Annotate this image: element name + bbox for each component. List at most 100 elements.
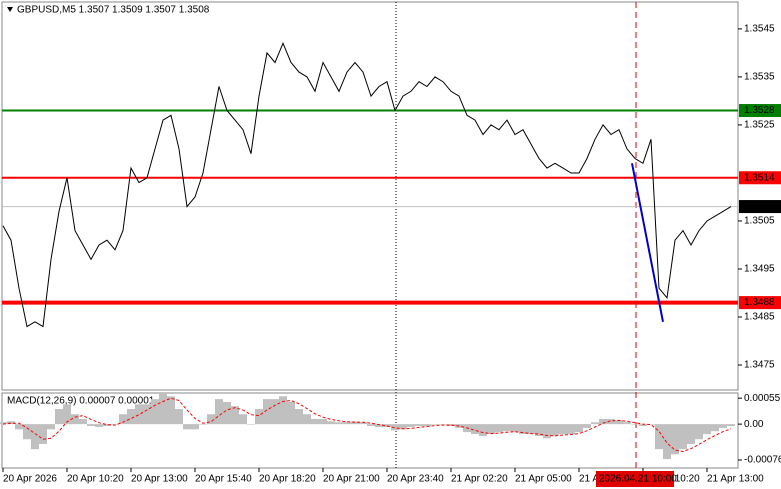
histogram-bar (39, 424, 47, 444)
x-tick-label: 20 Apr 21:00 (323, 474, 380, 485)
histogram-bar (31, 424, 39, 450)
histogram-bar (503, 424, 511, 432)
histogram-bar (519, 424, 527, 435)
y-tick-label: 1.3505 (744, 216, 775, 227)
x-tick-label: 21 Apr 02:20 (451, 474, 508, 485)
histogram-bar (511, 424, 519, 433)
histogram-bar (335, 422, 343, 425)
y-tick-label: 1.3545 (744, 24, 775, 35)
level-label-box (739, 171, 781, 185)
level-label-box (739, 296, 781, 310)
menu-triangle (7, 7, 13, 12)
histogram-bar (63, 404, 71, 425)
histogram-bar (0, 422, 7, 425)
histogram-bar (183, 424, 191, 430)
x-tick-label: 21 Apr 13:00 (707, 474, 764, 485)
histogram-bar (175, 409, 183, 425)
histogram-bar (407, 424, 415, 427)
cursor-label-box (596, 471, 674, 487)
histogram-bar (487, 424, 495, 435)
histogram-bar (343, 422, 351, 425)
histogram-bar (447, 424, 455, 427)
histogram-bar (359, 422, 367, 425)
x-tick-label: 20 Apr 23:40 (387, 474, 444, 485)
histogram-bar (135, 404, 143, 425)
histogram-bar (95, 424, 103, 427)
histogram-bar (71, 414, 79, 425)
x-tick-label: 20 Apr 18:20 (259, 474, 316, 485)
signal-line (2, 397, 732, 453)
histogram-bar (471, 424, 479, 435)
histogram-bar (119, 414, 127, 425)
histogram-bar (583, 424, 591, 428)
histogram-bar (663, 424, 671, 460)
histogram-bar (351, 421, 359, 425)
histogram-bar (79, 418, 87, 425)
histogram-bar (319, 418, 327, 425)
level-label: 1.3488 (744, 297, 775, 308)
histogram-bar (207, 414, 215, 425)
histogram-bar (223, 401, 231, 425)
histogram-bar (599, 418, 607, 425)
histogram-bar (695, 424, 703, 440)
last-price-box (739, 200, 781, 214)
histogram-bar (303, 414, 311, 425)
histogram-bar (543, 424, 551, 439)
histogram-bar (23, 424, 31, 440)
histogram-bar (167, 396, 175, 425)
histogram-bar (703, 424, 711, 435)
histogram-bar (215, 399, 223, 425)
x-tick-label: 20 Apr 10:20 (67, 474, 124, 485)
histogram-bar (87, 424, 95, 427)
histogram-bar (559, 424, 567, 435)
histogram-bar (143, 404, 151, 425)
histogram-bar (287, 401, 295, 425)
histogram-bar (719, 424, 727, 428)
histogram-bar (567, 424, 575, 435)
histogram-bar (127, 409, 135, 425)
price-panel (1, 1, 739, 391)
histogram-bar (191, 424, 199, 430)
histogram-bar (551, 424, 559, 436)
histogram-bar (423, 424, 431, 427)
histogram-bar (255, 409, 263, 425)
x-tick-label: 20 Apr 13:00 (131, 474, 188, 485)
histogram-bar (15, 424, 23, 430)
histogram-bar (687, 424, 695, 444)
y-tick-label: 0.00055 (744, 393, 781, 404)
histogram-bar (439, 424, 447, 425)
histogram-bar (263, 399, 271, 425)
histogram-bar (655, 424, 663, 450)
last-price-label: 1.3508 (744, 201, 775, 212)
histogram-bar (247, 424, 255, 425)
cursor-label: 2026.04.21 10:00 (599, 474, 677, 485)
y-tick-label: 0.00 (744, 419, 764, 430)
histogram-bar (375, 424, 383, 427)
histogram-bar (615, 420, 623, 425)
histogram-bar (7, 421, 15, 425)
histogram-bar (727, 424, 735, 427)
histogram-bar (623, 422, 631, 425)
y-tick-label: 1.3475 (744, 360, 775, 371)
histogram-bar (527, 424, 535, 435)
histogram-bar (279, 396, 287, 425)
histogram-bar (327, 421, 335, 425)
histogram-bar (591, 422, 599, 425)
histogram-bar (647, 424, 655, 425)
histogram-bar (399, 424, 407, 430)
level-label-box (739, 104, 781, 118)
macd-panel (1, 392, 739, 469)
chart-title: GBPUSD,M5 1.3507 1.3509 1.3507 1.3508 (17, 5, 210, 16)
histogram-bar (431, 424, 439, 425)
histogram-bar (639, 424, 647, 427)
x-tick-label: 21 Apr 05:00 (515, 474, 572, 485)
histogram-bar (311, 418, 319, 425)
histogram-bar (103, 424, 111, 427)
macd-title: MACD(12,26,9) 0.00007 0.00001 (7, 396, 155, 407)
histogram-bar (111, 424, 119, 425)
histogram-bar (55, 409, 63, 425)
y-tick-label: 1.3525 (744, 120, 775, 131)
trendline (631, 163, 664, 323)
